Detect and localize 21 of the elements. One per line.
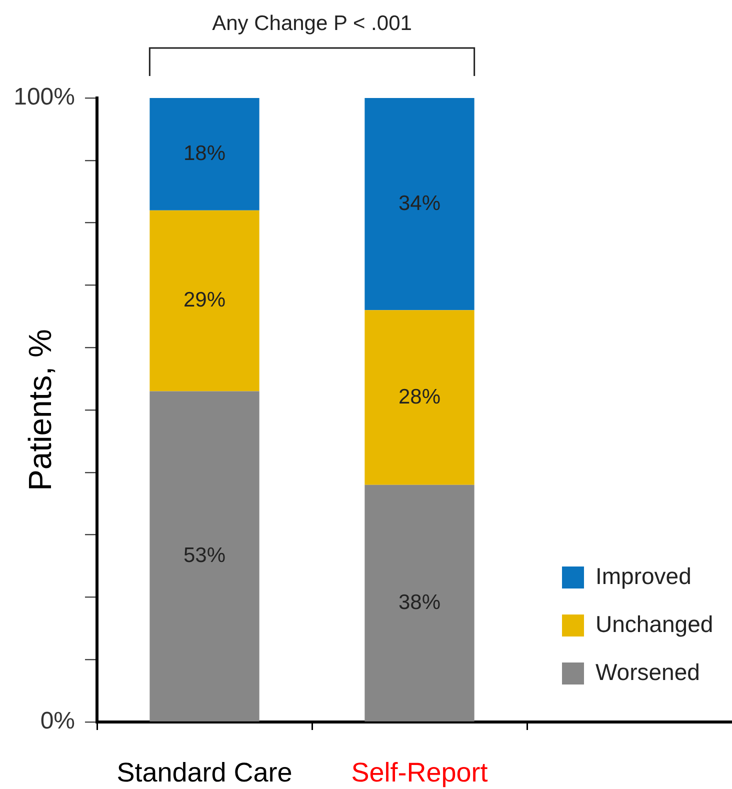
y-tick-label: 100%: [14, 84, 75, 111]
data-label: 53%: [183, 544, 226, 568]
legend-label: Unchanged: [596, 610, 714, 637]
data-label: 29%: [183, 288, 226, 312]
bar: [364, 98, 474, 310]
data-label: 18%: [183, 142, 226, 165]
bar: [364, 484, 474, 722]
data-label: 34%: [398, 192, 441, 215]
bar: [150, 98, 260, 210]
legend-label: Worsened: [596, 658, 700, 685]
data-label: 28%: [398, 385, 441, 408]
y-axis-title: Patients, %: [22, 329, 58, 491]
x-tick-label: Self-Report: [351, 758, 488, 788]
legend-label: Improved: [596, 562, 692, 589]
y-tick-label: 0%: [40, 708, 75, 735]
bar: [150, 391, 260, 722]
bar: [150, 210, 260, 392]
bar: [364, 310, 474, 485]
text: Any Change P < .001: [212, 12, 412, 35]
data-label: 38%: [398, 590, 441, 614]
x-tick-label: Standard Care: [116, 758, 292, 788]
